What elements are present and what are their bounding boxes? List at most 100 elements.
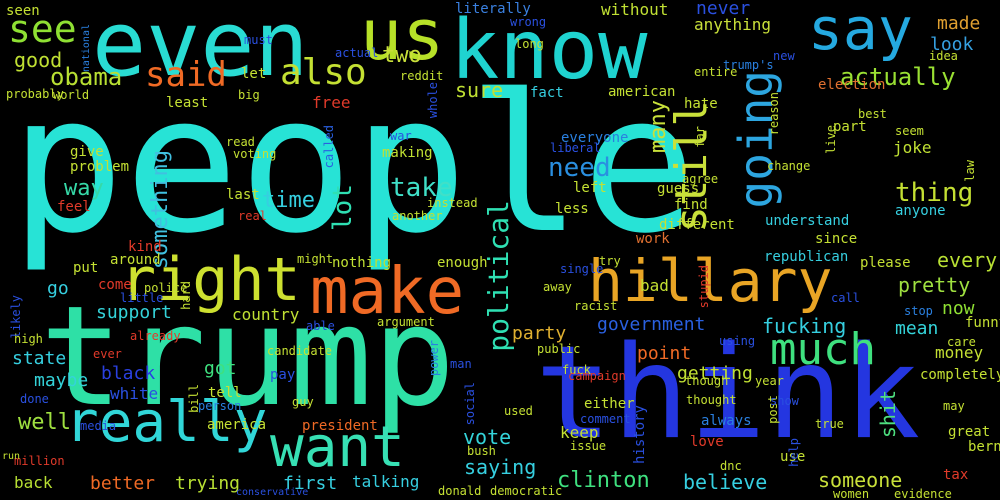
cloud-word: enough <box>437 255 488 271</box>
cloud-word: national <box>81 24 92 73</box>
cloud-word: put <box>73 260 99 276</box>
cloud-word: whole <box>426 82 440 119</box>
cloud-word: president <box>302 418 378 434</box>
cloud-word: look <box>930 34 974 55</box>
cloud-word: power <box>427 340 441 377</box>
cloud-word: last <box>226 187 260 203</box>
cloud-word: us <box>360 0 445 76</box>
cloud-word: first <box>283 473 338 494</box>
cloud-word: election <box>818 77 886 93</box>
cloud-word: donald <box>438 484 482 498</box>
cloud-word: go <box>47 278 69 299</box>
cloud-word: lot <box>328 184 358 231</box>
cloud-word: obama <box>50 63 123 91</box>
cloud-word: since <box>815 231 858 247</box>
cloud-word: republican <box>764 249 849 265</box>
cloud-word: back <box>14 473 53 492</box>
cloud-word: maybe <box>34 370 89 391</box>
cloud-word: guy <box>292 395 314 409</box>
cloud-word: little <box>120 291 164 305</box>
cloud-word: joke <box>893 138 932 157</box>
cloud-word: argument <box>377 315 435 329</box>
cloud-word: problem <box>70 159 130 175</box>
cloud-word: democratic <box>490 484 563 498</box>
cloud-word: best <box>858 107 887 121</box>
cloud-word: better <box>90 473 156 494</box>
cloud-word: entire <box>694 65 738 79</box>
cloud-word: fucking <box>762 314 847 338</box>
cloud-word: different <box>659 217 735 233</box>
cloud-word: government <box>597 314 706 335</box>
cloud-word: great <box>948 424 991 440</box>
cloud-word: agree <box>682 172 719 186</box>
cloud-word: single <box>560 262 604 276</box>
cloud-word: people <box>10 54 697 275</box>
cloud-word: two <box>382 43 422 68</box>
cloud-word: think <box>535 319 921 468</box>
cloud-word: nothing <box>332 255 392 271</box>
cloud-word: another <box>392 209 443 223</box>
cloud-word: good <box>14 48 63 72</box>
cloud-word: hard <box>179 281 193 310</box>
cloud-word: true <box>815 417 844 431</box>
cloud-word: party <box>512 323 567 344</box>
cloud-word: work <box>636 231 670 247</box>
cloud-word: take <box>390 173 453 203</box>
cloud-word: every <box>937 248 998 272</box>
cloud-word: stupid <box>697 265 711 309</box>
cloud-word: use <box>780 449 806 465</box>
cloud-word: shit <box>876 390 900 439</box>
cloud-word: thought <box>686 393 737 407</box>
cloud-word: candidate <box>267 344 333 358</box>
cloud-word: must <box>244 33 273 47</box>
cloud-word: made <box>937 13 981 34</box>
cloud-word: used <box>504 404 533 418</box>
cloud-word: completely <box>920 367 1000 383</box>
cloud-word: world <box>53 88 90 102</box>
cloud-word: please <box>860 255 911 271</box>
cloud-word: everyone <box>561 130 629 146</box>
cloud-word: talking <box>352 472 420 491</box>
cloud-word: big <box>238 88 260 102</box>
cloud-word: love <box>690 434 724 450</box>
cloud-word: social <box>463 382 477 426</box>
cloud-word: law <box>963 160 977 182</box>
cloud-word: see <box>8 7 77 51</box>
cloud-word: black <box>101 363 156 384</box>
cloud-word: america <box>207 417 267 433</box>
cloud-word: war <box>390 129 412 143</box>
cloud-word: tell <box>208 385 242 401</box>
cloud-word: saying <box>464 455 537 479</box>
cloud-word: always <box>701 413 752 429</box>
cloud-word: wrong <box>510 15 547 29</box>
cloud-word: real <box>238 209 267 223</box>
cloud-word: show <box>770 394 799 408</box>
cloud-word: hate <box>684 96 718 112</box>
cloud-word: reddit <box>400 69 444 83</box>
cloud-word: live <box>824 125 838 154</box>
cloud-word: idea <box>929 49 958 63</box>
cloud-word: sure <box>455 78 504 102</box>
cloud-word: using <box>719 334 756 348</box>
cloud-word: history <box>632 405 648 465</box>
cloud-word: voting <box>233 147 277 161</box>
cloud-word: trump's <box>723 58 774 72</box>
cloud-word: dnc <box>720 459 742 473</box>
cloud-word: though <box>685 374 729 388</box>
cloud-word: racist <box>574 299 618 313</box>
cloud-word: mean <box>895 318 939 339</box>
cloud-word: tax <box>943 467 969 483</box>
cloud-word: person <box>198 399 242 413</box>
cloud-word: ever <box>93 347 122 361</box>
cloud-word: funny <box>965 315 1000 331</box>
cloud-word: new <box>773 49 795 63</box>
cloud-word: clinton <box>557 468 650 493</box>
cloud-word: women <box>833 487 870 500</box>
cloud-word: away <box>543 280 572 294</box>
cloud-word: time <box>262 188 315 213</box>
cloud-word: comment <box>580 412 631 426</box>
cloud-word: political <box>482 200 515 352</box>
cloud-word: keep <box>560 423 599 442</box>
cloud-word: even <box>92 0 309 97</box>
cloud-word: instead <box>427 196 478 210</box>
